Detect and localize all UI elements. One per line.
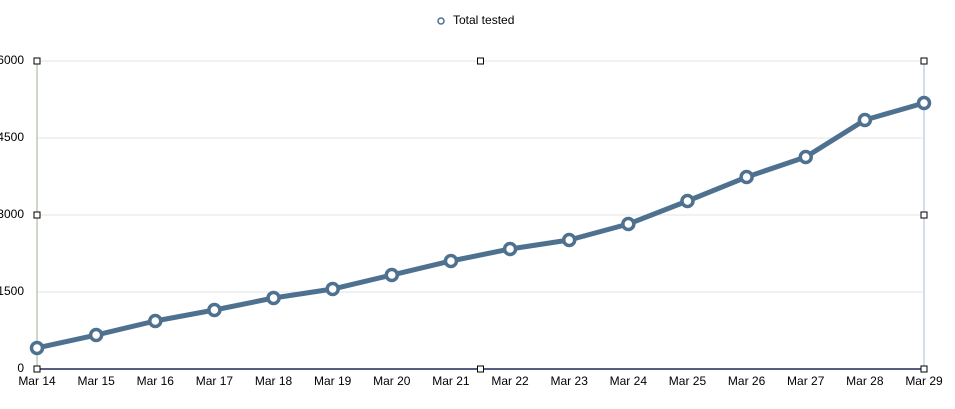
x-tick-label: Mar 17 — [196, 374, 234, 388]
x-tick-label: Mar 29 — [905, 374, 943, 388]
selection-handle — [477, 365, 484, 373]
data-point — [621, 216, 636, 232]
y-tick-label: 3000 — [0, 207, 24, 221]
selection-handle — [920, 211, 928, 219]
selection-handle — [477, 57, 484, 65]
x-tick-label: Mar 22 — [491, 374, 529, 388]
selection-handle — [33, 365, 41, 373]
legend-label: Total tested — [453, 13, 514, 27]
data-point — [207, 302, 222, 318]
x-tick-label: Mar 18 — [255, 374, 293, 388]
x-tick-label: Mar 28 — [846, 374, 884, 388]
x-tick-label: Mar 27 — [787, 374, 825, 388]
data-point — [739, 169, 754, 185]
x-tick-label: Mar 16 — [137, 374, 175, 388]
y-tick-label: 6000 — [0, 53, 24, 67]
data-point — [798, 149, 813, 165]
data-point — [916, 95, 932, 111]
x-tick-label: Mar 21 — [432, 374, 470, 388]
x-tick-label: Mar 20 — [373, 374, 411, 388]
x-tick-label: Mar 24 — [610, 374, 648, 388]
data-point — [857, 112, 873, 128]
data-point — [680, 193, 695, 209]
data-point — [502, 241, 518, 257]
y-tick-label: 0 — [17, 361, 24, 375]
data-point — [29, 340, 45, 356]
data-point — [148, 313, 163, 329]
legend-marker — [437, 17, 445, 25]
x-tick-label: Mar 15 — [77, 374, 115, 388]
selection-handle — [33, 57, 41, 65]
x-tick-label: Mar 23 — [551, 374, 589, 388]
y-tick-label: 1500 — [0, 284, 24, 298]
data-point — [443, 253, 459, 269]
x-tick-label: Mar 26 — [728, 374, 766, 388]
data-point — [384, 267, 400, 283]
data-point — [561, 232, 577, 248]
y-tick-label: 4500 — [0, 130, 24, 144]
data-point — [88, 327, 104, 343]
x-tick-label: Mar 19 — [314, 374, 352, 388]
x-tick-label: Mar 25 — [669, 374, 707, 388]
series-line — [36, 100, 925, 351]
selection-handle — [920, 365, 928, 373]
x-tick-label: Mar 14 — [18, 374, 56, 388]
data-point — [266, 290, 281, 306]
selection-handle — [33, 211, 41, 219]
data-point — [325, 281, 340, 297]
selection-handle — [920, 57, 928, 65]
